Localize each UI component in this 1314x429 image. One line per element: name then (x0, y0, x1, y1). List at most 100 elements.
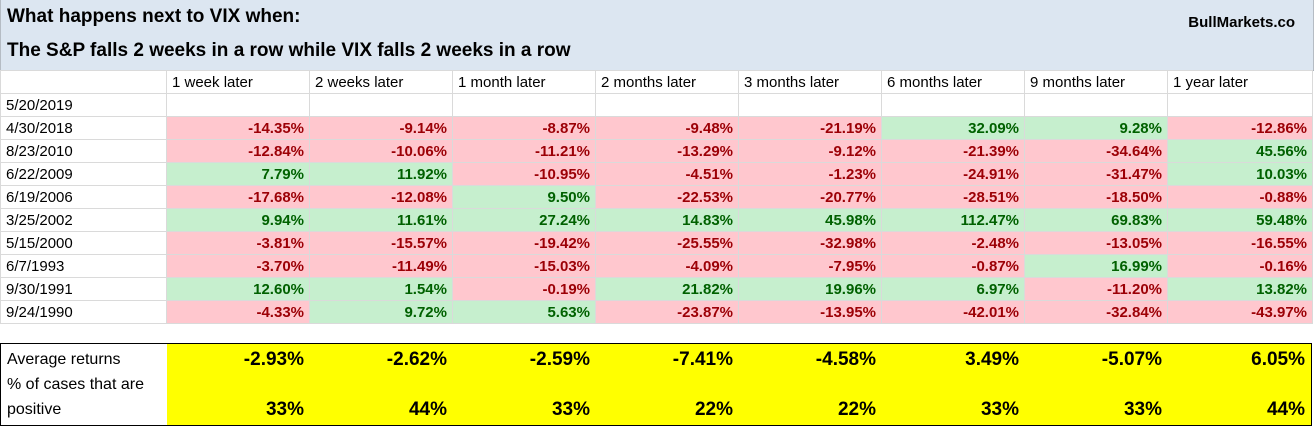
empty-cell[interactable] (1167, 93, 1313, 117)
empty-cell[interactable] (166, 93, 310, 117)
return-cell[interactable]: -13.95% (738, 300, 882, 324)
return-cell[interactable]: -3.70% (166, 254, 310, 278)
average-return-value[interactable]: 3.49% (965, 349, 1019, 370)
positive-pct-value[interactable]: 22% (837, 399, 876, 420)
average-return-value[interactable]: -4.58% (815, 349, 876, 370)
return-cell[interactable]: -12.84% (166, 139, 310, 163)
empty-cell[interactable] (738, 93, 882, 117)
corner-cell[interactable] (0, 70, 167, 94)
column-header[interactable]: 9 months later (1024, 70, 1168, 94)
return-cell[interactable]: -28.51% (881, 185, 1025, 209)
return-cell[interactable]: -8.87% (452, 116, 596, 140)
return-cell[interactable]: -25.55% (595, 231, 739, 255)
return-cell[interactable]: -24.91% (881, 162, 1025, 186)
return-cell[interactable]: -4.51% (595, 162, 739, 186)
return-cell[interactable]: -0.16% (1167, 254, 1313, 278)
return-cell[interactable]: 9.28% (1024, 116, 1168, 140)
return-cell[interactable]: -14.35% (166, 116, 310, 140)
return-cell[interactable]: -34.64% (1024, 139, 1168, 163)
return-cell[interactable]: 21.82% (595, 277, 739, 301)
return-cell[interactable]: -15.03% (452, 254, 596, 278)
average-return-value[interactable]: -2.62% (386, 349, 447, 370)
positive-pct-value[interactable]: 33% (1123, 399, 1162, 420)
empty-cell[interactable] (309, 93, 453, 117)
date-cell[interactable]: 4/30/2018 (0, 116, 167, 140)
date-cell[interactable]: 9/24/1990 (0, 300, 167, 324)
return-cell[interactable]: -31.47% (1024, 162, 1168, 186)
return-cell[interactable]: 1.54% (309, 277, 453, 301)
return-cell[interactable]: -9.12% (738, 139, 882, 163)
column-header[interactable]: 1 year later (1167, 70, 1313, 94)
return-cell[interactable]: -43.97% (1167, 300, 1313, 324)
return-cell[interactable]: -12.86% (1167, 116, 1313, 140)
average-return-value[interactable]: -2.59% (529, 349, 590, 370)
return-cell[interactable]: 19.96% (738, 277, 882, 301)
empty-cell[interactable] (1024, 93, 1168, 117)
positive-pct-value[interactable]: 33% (265, 399, 304, 420)
return-cell[interactable]: 6.97% (881, 277, 1025, 301)
return-cell[interactable]: -13.29% (595, 139, 739, 163)
column-header[interactable]: 2 weeks later (309, 70, 453, 94)
return-cell[interactable]: -3.81% (166, 231, 310, 255)
return-cell[interactable]: -4.09% (595, 254, 739, 278)
return-cell[interactable]: 45.56% (1167, 139, 1313, 163)
column-header[interactable]: 1 week later (166, 70, 310, 94)
date-cell[interactable]: 6/22/2009 (0, 162, 167, 186)
return-cell[interactable]: -4.33% (166, 300, 310, 324)
return-cell[interactable]: -11.49% (309, 254, 453, 278)
return-cell[interactable]: -18.50% (1024, 185, 1168, 209)
return-cell[interactable]: 14.83% (595, 208, 739, 232)
return-cell[interactable]: -10.06% (309, 139, 453, 163)
return-cell[interactable]: -0.87% (881, 254, 1025, 278)
column-header[interactable]: 2 months later (595, 70, 739, 94)
positive-pct-value[interactable]: 22% (694, 399, 733, 420)
return-cell[interactable]: -13.05% (1024, 231, 1168, 255)
return-cell[interactable]: 5.63% (452, 300, 596, 324)
positive-pct-value[interactable]: 33% (551, 399, 590, 420)
positive-pct-value[interactable]: 44% (408, 399, 447, 420)
return-cell[interactable]: 112.47% (881, 208, 1025, 232)
empty-cell[interactable] (595, 93, 739, 117)
average-return-value[interactable]: -2.93% (243, 349, 304, 370)
return-cell[interactable]: 16.99% (1024, 254, 1168, 278)
return-cell[interactable]: -12.08% (309, 185, 453, 209)
return-cell[interactable]: -23.87% (595, 300, 739, 324)
return-cell[interactable]: -17.68% (166, 185, 310, 209)
return-cell[interactable]: -15.57% (309, 231, 453, 255)
average-return-value[interactable]: -7.41% (672, 349, 733, 370)
return-cell[interactable]: 9.72% (309, 300, 453, 324)
column-header[interactable]: 6 months later (881, 70, 1025, 94)
date-cell[interactable]: 6/7/1993 (0, 254, 167, 278)
average-return-value[interactable]: 6.05% (1251, 349, 1305, 370)
return-cell[interactable]: -9.48% (595, 116, 739, 140)
return-cell[interactable]: -42.01% (881, 300, 1025, 324)
average-return-value[interactable]: -5.07% (1101, 349, 1162, 370)
return-cell[interactable]: -22.53% (595, 185, 739, 209)
positive-pct-value[interactable]: 33% (980, 399, 1019, 420)
return-cell[interactable]: -0.19% (452, 277, 596, 301)
positive-pct-value[interactable]: 44% (1266, 399, 1305, 420)
date-cell[interactable]: 5/20/2019 (0, 93, 167, 117)
date-cell[interactable]: 6/19/2006 (0, 185, 167, 209)
return-cell[interactable]: -9.14% (309, 116, 453, 140)
date-cell[interactable]: 9/30/1991 (0, 277, 167, 301)
return-cell[interactable]: -16.55% (1167, 231, 1313, 255)
return-cell[interactable]: -11.20% (1024, 277, 1168, 301)
return-cell[interactable]: 59.48% (1167, 208, 1313, 232)
return-cell[interactable]: -7.95% (738, 254, 882, 278)
return-cell[interactable]: 10.03% (1167, 162, 1313, 186)
return-cell[interactable]: -21.19% (738, 116, 882, 140)
return-cell[interactable]: -0.88% (1167, 185, 1313, 209)
return-cell[interactable]: -19.42% (452, 231, 596, 255)
return-cell[interactable]: -32.98% (738, 231, 882, 255)
column-header[interactable]: 3 months later (738, 70, 882, 94)
return-cell[interactable]: -10.95% (452, 162, 596, 186)
return-cell[interactable]: 32.09% (881, 116, 1025, 140)
return-cell[interactable]: 27.24% (452, 208, 596, 232)
return-cell[interactable]: 11.92% (309, 162, 453, 186)
return-cell[interactable]: -21.39% (881, 139, 1025, 163)
return-cell[interactable]: 7.79% (166, 162, 310, 186)
return-cell[interactable]: 9.50% (452, 185, 596, 209)
return-cell[interactable]: -20.77% (738, 185, 882, 209)
column-header[interactable]: 1 month later (452, 70, 596, 94)
